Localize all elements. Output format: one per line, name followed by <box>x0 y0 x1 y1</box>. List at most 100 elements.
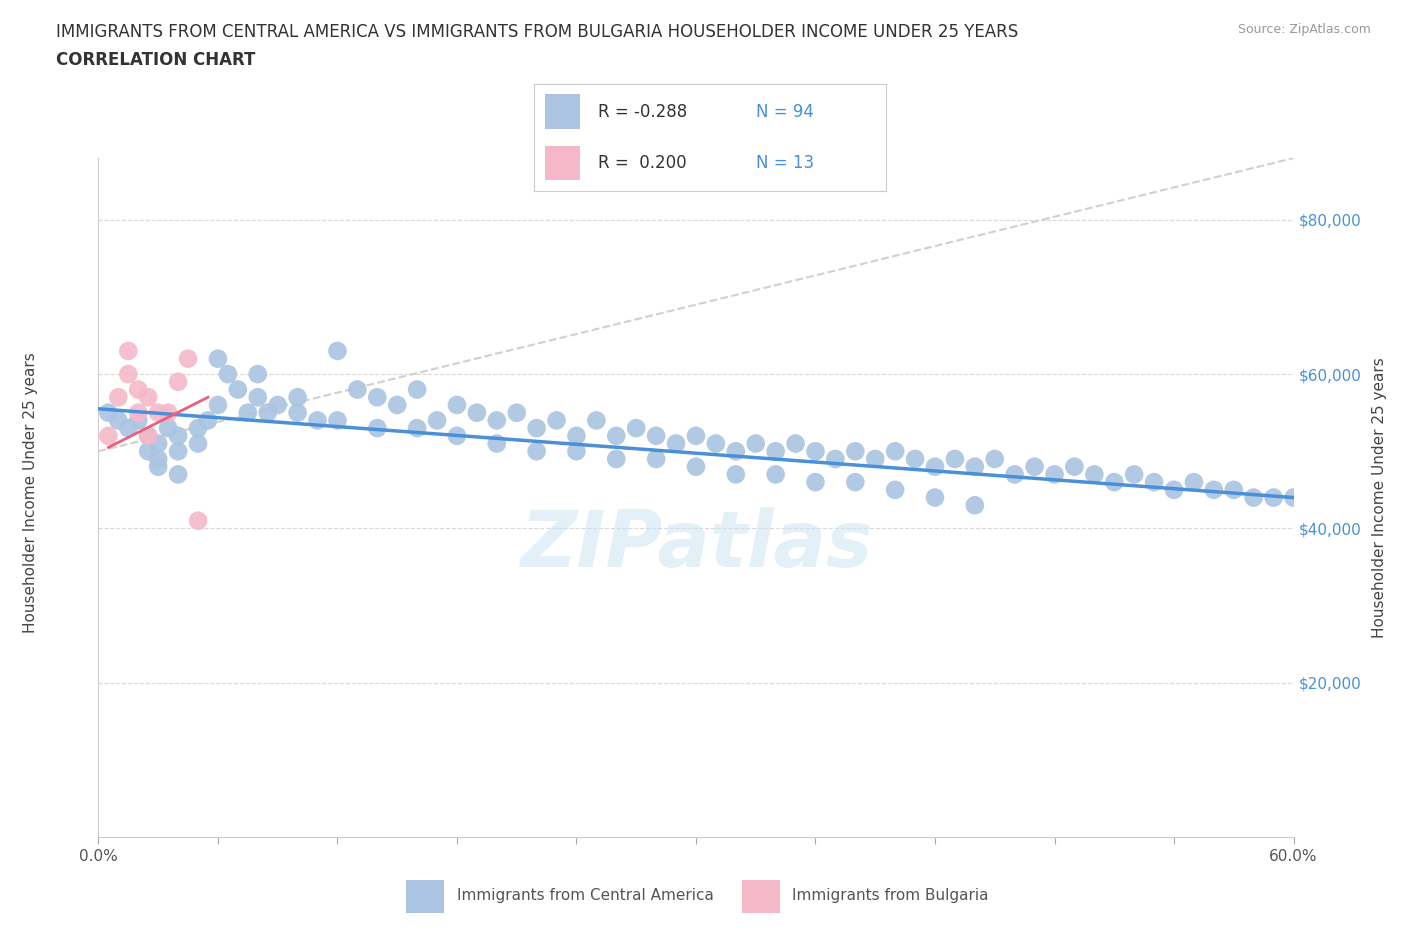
Point <box>1222 483 1246 498</box>
Point <box>177 352 200 366</box>
Point <box>167 375 190 390</box>
Text: IMMIGRANTS FROM CENTRAL AMERICA VS IMMIGRANTS FROM BULGARIA HOUSEHOLDER INCOME U: IMMIGRANTS FROM CENTRAL AMERICA VS IMMIG… <box>56 23 1018 41</box>
Point <box>963 459 986 474</box>
Point <box>1202 483 1225 498</box>
Point <box>157 405 180 420</box>
Point <box>983 452 1005 467</box>
Point <box>526 444 548 458</box>
Point <box>624 420 647 435</box>
Point <box>465 405 488 420</box>
Point <box>1182 474 1205 489</box>
Point <box>167 444 190 458</box>
Point <box>943 452 966 467</box>
Point <box>963 498 986 512</box>
Point <box>366 420 388 435</box>
Text: N = 13: N = 13 <box>756 153 814 172</box>
Point <box>804 444 827 458</box>
Point <box>924 490 946 505</box>
Point <box>844 474 866 489</box>
Point <box>1123 467 1146 482</box>
Point <box>1143 474 1166 489</box>
Point <box>605 429 627 444</box>
Point <box>406 420 429 435</box>
Point <box>148 405 170 420</box>
Point <box>446 429 468 444</box>
Point <box>605 452 627 467</box>
Point <box>904 452 927 467</box>
Point <box>127 413 149 428</box>
Point <box>645 452 668 467</box>
Point <box>1063 459 1085 474</box>
Text: N = 94: N = 94 <box>756 102 814 121</box>
Text: ZIPatlas: ZIPatlas <box>520 507 872 583</box>
Point <box>485 413 508 428</box>
Point <box>685 459 707 474</box>
Point <box>127 382 149 397</box>
Point <box>804 474 827 489</box>
Point <box>1163 483 1185 498</box>
Point <box>217 366 239 381</box>
Point <box>187 420 209 435</box>
Point <box>117 343 139 358</box>
Point <box>256 405 278 420</box>
Bar <box>544 94 579 128</box>
Point <box>157 420 180 435</box>
Point <box>704 436 727 451</box>
Point <box>1043 467 1066 482</box>
Text: Householder Income Under 25 years: Householder Income Under 25 years <box>24 352 38 633</box>
Point <box>785 436 807 451</box>
Point <box>287 390 309 405</box>
Point <box>844 444 866 458</box>
Point <box>287 405 309 420</box>
Point <box>207 397 229 412</box>
Point <box>236 405 259 420</box>
Point <box>1102 474 1125 489</box>
Point <box>127 405 149 420</box>
Point <box>117 366 139 381</box>
Point <box>1263 490 1285 505</box>
Text: Immigrants from Bulgaria: Immigrants from Bulgaria <box>793 887 988 903</box>
Point <box>326 413 349 428</box>
Point <box>187 436 209 451</box>
Point <box>385 397 409 412</box>
Point <box>1004 467 1026 482</box>
Point <box>167 429 190 444</box>
Point <box>724 467 747 482</box>
Point <box>307 413 329 428</box>
Point <box>1083 467 1105 482</box>
Point <box>665 436 688 451</box>
Point <box>226 382 249 397</box>
Text: R =  0.200: R = 0.200 <box>598 153 686 172</box>
Text: CORRELATION CHART: CORRELATION CHART <box>56 51 256 69</box>
Point <box>326 343 349 358</box>
Point <box>207 352 229 366</box>
Point <box>167 467 190 482</box>
Text: Source: ZipAtlas.com: Source: ZipAtlas.com <box>1237 23 1371 36</box>
Point <box>724 444 747 458</box>
Point <box>565 429 588 444</box>
Point <box>1024 459 1046 474</box>
Point <box>136 390 159 405</box>
Point <box>526 420 548 435</box>
Point <box>506 405 529 420</box>
Point <box>246 366 269 381</box>
Point <box>97 405 120 420</box>
Point <box>765 467 787 482</box>
Point <box>197 413 219 428</box>
Point <box>585 413 607 428</box>
Point <box>824 452 846 467</box>
Point <box>267 397 290 412</box>
Point <box>406 382 429 397</box>
Point <box>1243 490 1265 505</box>
Point <box>765 444 787 458</box>
Point <box>485 436 508 451</box>
Point <box>136 429 159 444</box>
Point <box>148 459 170 474</box>
Point <box>136 444 159 458</box>
Point <box>446 397 468 412</box>
Point <box>924 459 946 474</box>
Point <box>645 429 668 444</box>
Point <box>148 436 170 451</box>
Point <box>148 452 170 467</box>
Point <box>366 390 388 405</box>
